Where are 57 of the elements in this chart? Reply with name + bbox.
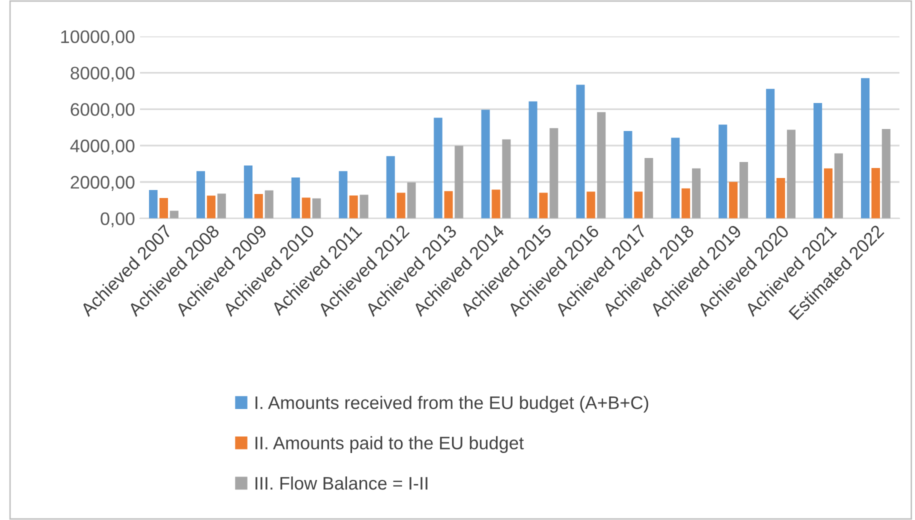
bar [196,171,206,218]
bar [206,196,216,218]
bar [396,192,406,218]
bar [814,103,822,218]
y-tick-label: 0,00 [100,212,134,228]
bar [149,190,158,218]
y-tick-label: 10000,00 [61,30,134,46]
legend-label: II. Amounts paid to the EU budget [256,436,524,453]
bar [492,190,500,218]
bar [776,178,786,218]
bar [244,165,252,218]
bar [871,168,880,218]
bar [644,158,654,218]
bar [360,194,368,218]
bar [624,131,632,218]
bar [597,112,606,218]
bar [861,78,870,218]
bar [502,139,511,218]
bar [434,118,442,218]
bar [739,162,748,218]
bar [718,124,728,218]
bar [264,190,274,218]
legend-label: I. Amounts received from the EU budget (A+B+C) [256,396,648,413]
bar [312,198,321,218]
bar [386,156,395,218]
bar [682,188,690,218]
bar [254,194,263,218]
y-tick-label: 4000,00 [70,140,134,154]
bar [528,101,538,218]
y-tick-label: 8000,00 [70,66,134,82]
bar [882,129,890,218]
bar [217,194,226,218]
bar [291,177,300,218]
bar [766,88,775,218]
bar [824,168,833,218]
bar [671,138,680,218]
bar [302,198,310,218]
bar [454,146,464,218]
bar [539,192,548,218]
bar [444,191,453,218]
y-tick-label: 2000,00 [70,176,134,191]
y-tick-label: 6000,00 [70,103,134,118]
legend-label: III. Flow Balance = I-II [256,476,428,490]
bar [729,182,738,218]
bar [586,192,596,218]
bar [576,84,585,218]
bar [159,198,168,218]
bar [834,153,843,218]
bar [170,210,178,218]
bar [692,168,701,218]
bar [338,171,348,218]
bar [550,128,558,218]
bar [481,110,490,218]
bar [786,130,796,218]
bar [349,195,358,218]
bar [407,182,416,218]
bar [634,192,643,218]
